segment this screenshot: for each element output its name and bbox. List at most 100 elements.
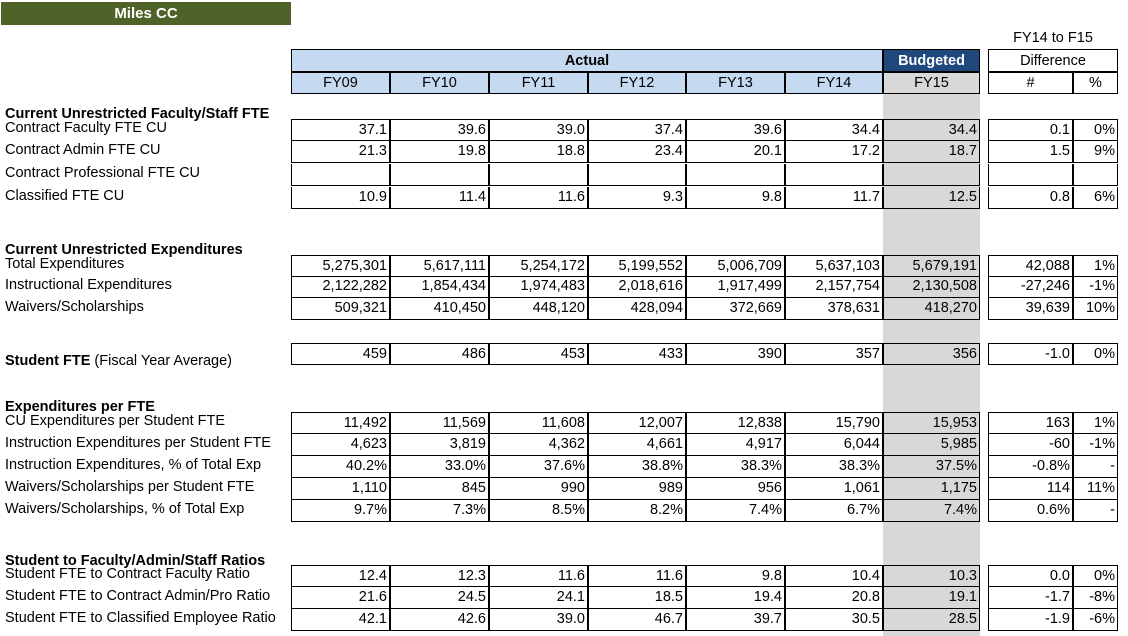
table-cell: 509,321: [291, 298, 390, 320]
section-title-text: Current Unrestricted Faculty/Staff FTE: [5, 106, 270, 122]
table-cell: 11,569: [390, 412, 489, 434]
table-cell: 356: [883, 343, 980, 365]
table-cell: 42,088: [988, 255, 1073, 277]
table-cell: 24.1: [489, 587, 588, 609]
section-title-text: Current Unrestricted Expenditures: [5, 242, 243, 258]
table-cell: 378,631: [785, 298, 883, 320]
table-cell: 23.4: [588, 141, 686, 163]
table-cell: -6%: [1073, 609, 1118, 631]
table-cell: 1,175: [883, 478, 980, 500]
table-cell: 418,270: [883, 298, 980, 320]
difference-period-label: FY14 to F15: [1013, 30, 1093, 46]
table-cell: 11,608: [489, 412, 588, 434]
table-cell: 10.4: [785, 565, 883, 587]
section-title: Current Unrestricted Expenditures: [5, 242, 243, 258]
table-cell: 10%: [1073, 298, 1118, 320]
table-cell: 20.8: [785, 587, 883, 609]
row-label: Waivers/Scholarships, % of Total Exp: [5, 501, 245, 517]
table-cell: 7.3%: [390, 500, 489, 522]
table-cell: 114: [988, 478, 1073, 500]
table-cell: 6%: [1073, 187, 1118, 209]
table-cell: 0.6%: [988, 500, 1073, 522]
year-header-fy11: FY11: [489, 72, 588, 94]
table-cell: -27,246: [988, 276, 1073, 298]
table-cell: 9.7%: [291, 500, 390, 522]
table-cell: 1,974,483: [489, 276, 588, 298]
table-cell: 9%: [1073, 141, 1118, 163]
table-cell: [988, 164, 1073, 186]
year-header-fy15: FY15: [883, 72, 980, 94]
table-cell: 372,669: [686, 298, 785, 320]
table-cell: 2,130,508: [883, 276, 980, 298]
table-cell: 989: [588, 478, 686, 500]
table-cell: 4,362: [489, 434, 588, 456]
table-cell: [489, 164, 588, 186]
table-cell: 2,018,616: [588, 276, 686, 298]
year-header-fy13: FY13: [686, 72, 785, 94]
table-cell: 9.8: [686, 565, 785, 587]
table-cell: 38.3%: [686, 456, 785, 478]
table-cell: 39.0: [489, 119, 588, 141]
table-cell: 11%: [1073, 478, 1118, 500]
table-cell: 12.3: [390, 565, 489, 587]
table-cell: 11.6: [489, 565, 588, 587]
table-cell: 19.1: [883, 587, 980, 609]
row-label: CU Expenditures per Student FTE: [5, 413, 226, 429]
table-cell: 39,639: [988, 298, 1073, 320]
table-cell: [883, 164, 980, 186]
table-cell: 38.3%: [785, 456, 883, 478]
table-cell: 34.4: [883, 119, 980, 141]
table-cell: 12.5: [883, 187, 980, 209]
row-label: Contract Faculty FTE CU: [5, 120, 167, 136]
table-cell: 990: [489, 478, 588, 500]
table-cell: 10.9: [291, 187, 390, 209]
section-title: Expenditures per FTE: [5, 399, 155, 415]
table-cell: -1.9: [988, 609, 1073, 631]
table-cell: 39.7: [686, 609, 785, 631]
table-cell: 40.2%: [291, 456, 390, 478]
table-cell: 9.8: [686, 187, 785, 209]
table-cell: 428,094: [588, 298, 686, 320]
table-cell: 459: [291, 343, 390, 365]
table-cell: 12,838: [686, 412, 785, 434]
year-header-fy12: FY12: [588, 72, 686, 94]
row-label: Waivers/Scholarships per Student FTE: [5, 479, 255, 495]
table-cell: 15,953: [883, 412, 980, 434]
table-cell: 5,985: [883, 434, 980, 456]
row-label: Instruction Expenditures per Student FTE: [5, 435, 271, 451]
table-cell: 10.3: [883, 565, 980, 587]
table-cell: 18.8: [489, 141, 588, 163]
year-header-fy14: FY14: [785, 72, 883, 94]
table-cell: 433: [588, 343, 686, 365]
table-cell: -0.8%: [988, 456, 1073, 478]
table-cell: 5,679,191: [883, 255, 980, 277]
table-cell: 11.6: [489, 187, 588, 209]
budgeted-header: Budgeted: [883, 49, 980, 72]
table-cell: -1.7: [988, 587, 1073, 609]
table-cell: 1%: [1073, 412, 1118, 434]
table-cell: 1,061: [785, 478, 883, 500]
table-cell: 486: [390, 343, 489, 365]
table-cell: 1,854,434: [390, 276, 489, 298]
table-cell: 30.5: [785, 609, 883, 631]
difference-percent-header: %: [1073, 72, 1118, 94]
table-cell: 42.1: [291, 609, 390, 631]
table-cell: 11.6: [588, 565, 686, 587]
table-cell: 956: [686, 478, 785, 500]
section-title-suffix: (Fiscal Year Average): [90, 353, 232, 369]
row-label: Waivers/Scholarships: [5, 299, 144, 315]
table-cell: 17.2: [785, 141, 883, 163]
table-cell: 448,120: [489, 298, 588, 320]
table-cell: 8.2%: [588, 500, 686, 522]
table-cell: 5,199,552: [588, 255, 686, 277]
table-cell: 1,110: [291, 478, 390, 500]
table-cell: 4,661: [588, 434, 686, 456]
table-cell: 0%: [1073, 119, 1118, 141]
row-label: Instructional Expenditures: [5, 277, 172, 293]
section-title: Current Unrestricted Faculty/Staff FTE: [5, 106, 269, 122]
table-cell: -1%: [1073, 434, 1118, 456]
table-cell: 21.3: [291, 141, 390, 163]
table-cell: 5,254,172: [489, 255, 588, 277]
table-cell: 19.8: [390, 141, 489, 163]
table-cell: 24.5: [390, 587, 489, 609]
